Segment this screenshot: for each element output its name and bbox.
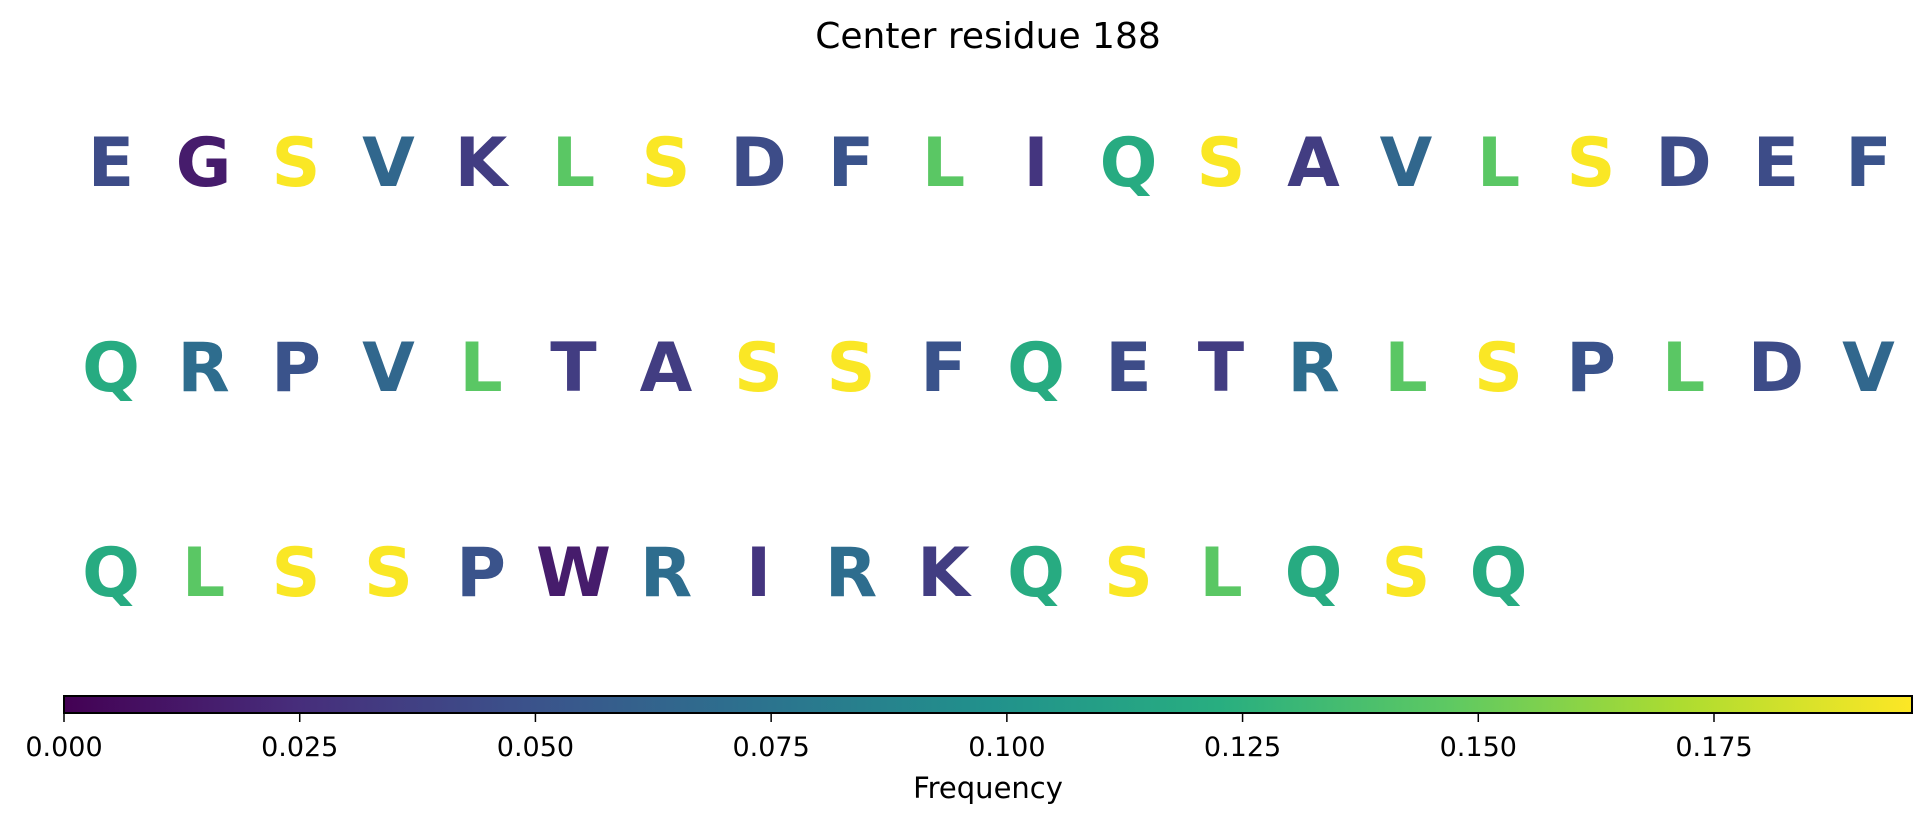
residue-letter: T [550, 329, 597, 408]
residue-letter: S [1567, 124, 1616, 203]
colorbar-tick-label: 0.075 [732, 732, 809, 763]
residue-letter: E [1753, 124, 1799, 203]
residue-letter: T [1198, 329, 1245, 408]
residue-letter: L [1384, 329, 1427, 408]
residue-letter: V [1380, 124, 1433, 203]
residue-letter: S [1474, 329, 1523, 408]
residue-letter: Q [1007, 534, 1065, 613]
residue-letter: S [1382, 534, 1431, 613]
colorbar-ticks: 0.000 0.025 0.050 0.075 0.100 0.125 0.150 0.175 [25, 713, 1753, 763]
residue-letter: Q [82, 534, 140, 613]
residue-letter: Q [1285, 534, 1343, 613]
residue-letter: R [177, 329, 229, 408]
residue-letter: A [1287, 124, 1340, 203]
residue-letter: P [1566, 329, 1616, 408]
residue-letter: F [1845, 124, 1891, 203]
colorbar: 0.000 0.025 0.050 0.075 0.100 0.125 0.150 0.175… [25, 695, 1913, 805]
residue-letter: L [182, 534, 225, 613]
residue-letter: R [1287, 329, 1339, 408]
residue-letter: S [1197, 124, 1246, 203]
residue-letters: E G S V K L S D F L I Q S A V L S D E FQ R P V L T A S S F Q E T R L S P L D V… [82, 124, 1895, 613]
chart-title: Center residue 188 [815, 16, 1161, 57]
residue-letter: L [552, 124, 595, 203]
colorbar-tick-label: 0.050 [497, 732, 574, 763]
residue-letter: V [362, 329, 415, 408]
residue-letter: P [271, 329, 321, 408]
residue-letter: L [1662, 329, 1705, 408]
residue-letter: Q [1470, 534, 1528, 613]
residue-letter: D [1748, 329, 1804, 408]
residue-letter: D [1655, 124, 1711, 203]
colorbar-tick-label: 0.175 [1675, 732, 1752, 763]
colorbar-gradient [63, 695, 1913, 714]
colorbar-tick-label: 0.150 [1440, 732, 1517, 763]
residue-letter: K [455, 124, 510, 203]
residue-letter: F [920, 329, 966, 408]
residue-letter: D [730, 124, 786, 203]
colorbar-tick-label: 0.025 [261, 732, 338, 763]
residue-letter: I [746, 534, 771, 613]
residue-letter: G [176, 124, 232, 203]
residue-letter: P [456, 534, 506, 613]
residue-letter: S [272, 534, 321, 613]
residue-letter: Q [1100, 124, 1158, 203]
residue-letter: Q [1007, 329, 1065, 408]
residue-letter: V [362, 124, 415, 203]
residue-letter: S [827, 329, 876, 408]
residue-letter: E [88, 124, 134, 203]
residue-letter: V [1842, 329, 1895, 408]
residue-letter: S [364, 534, 413, 613]
residue-letter: R [825, 534, 877, 613]
residue-letter: S [1104, 534, 1153, 613]
residue-letter: L [1199, 534, 1242, 613]
residue-letter: L [1477, 124, 1520, 203]
residue-letter: L [459, 329, 502, 408]
colorbar-tick-label: 0.100 [968, 732, 1045, 763]
residue-letter: S [734, 329, 783, 408]
residue-letter: E [1105, 329, 1151, 408]
colorbar-tick-label: 0.000 [25, 732, 102, 763]
residue-letter: K [917, 534, 972, 613]
residue-letter: R [640, 534, 692, 613]
residue-letter: W [536, 534, 611, 613]
colorbar-tick-label: 0.125 [1204, 732, 1281, 763]
residue-letter: I [1023, 124, 1048, 203]
colorbar-label: Frequency [913, 771, 1063, 805]
residue-letter: Q [82, 329, 140, 408]
residue-letter: S [642, 124, 691, 203]
residue-letter: S [272, 124, 321, 203]
residue-letter: L [922, 124, 965, 203]
residue-letter: F [828, 124, 874, 203]
residue-letter: A [640, 329, 693, 408]
